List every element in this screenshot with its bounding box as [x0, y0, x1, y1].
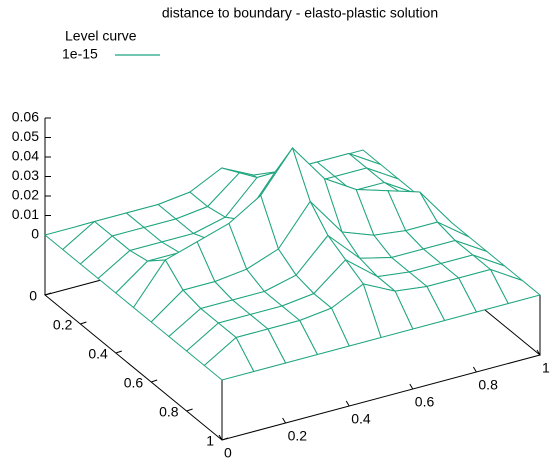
x-tick-label: 0 — [224, 445, 232, 458]
y-tick-label: 0 — [29, 288, 37, 304]
y-tick-label: 0.4 — [88, 346, 108, 362]
y-tick — [44, 292, 52, 296]
y-tick-label: 1 — [206, 433, 214, 449]
y-tick-label: 0.2 — [53, 317, 73, 333]
y-tick — [80, 321, 87, 325]
y-tick — [151, 379, 158, 383]
z-tick-label: 0.03 — [12, 167, 39, 183]
x-tick — [282, 417, 287, 424]
y-tick — [115, 350, 122, 354]
x-tick — [345, 400, 350, 407]
x-tick-label: 1 — [542, 360, 550, 376]
legend-label: 1e-15 — [62, 46, 98, 62]
chart-title: distance to boundary - elasto-plastic so… — [162, 5, 438, 21]
x-tick — [218, 434, 223, 441]
z-tick-label: 0.05 — [12, 128, 39, 144]
z-tick-label: 0.04 — [12, 148, 39, 164]
x-tick-label: 0.6 — [415, 394, 435, 410]
legend-title: Level curve — [65, 28, 137, 44]
surface-cell — [203, 336, 255, 381]
x-tick — [472, 366, 477, 373]
y-tick — [221, 437, 229, 441]
z-tick-label: 0.06 — [12, 109, 39, 125]
y-tick-label: 0.8 — [159, 404, 179, 420]
z-tick-label: 0.02 — [12, 187, 39, 203]
z-tick-label: 0.01 — [12, 206, 39, 222]
x-tick-label: 0.2 — [288, 428, 308, 444]
x-tick-label: 0.8 — [478, 377, 498, 393]
x-tick — [536, 349, 541, 356]
z-tick-label: 0 — [31, 226, 39, 242]
y-tick-label: 0.6 — [124, 375, 144, 391]
x-tick-label: 0.4 — [351, 411, 371, 427]
y-tick — [186, 408, 193, 412]
x-tick — [409, 383, 414, 390]
